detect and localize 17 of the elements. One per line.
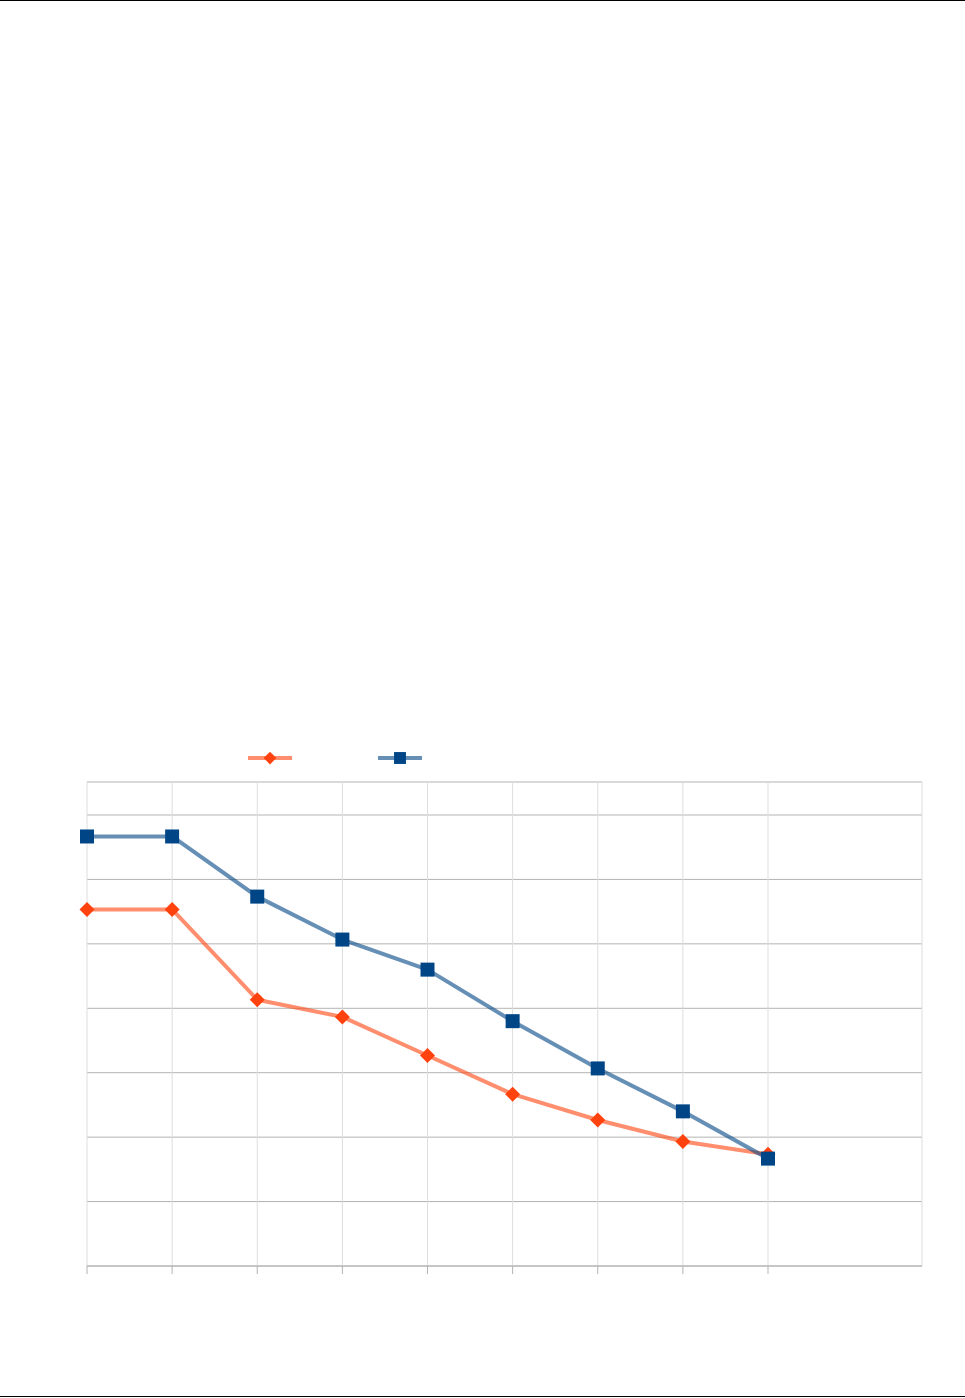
point <box>249 992 265 1008</box>
point <box>505 1014 520 1029</box>
point <box>164 902 180 917</box>
point <box>335 932 350 947</box>
point <box>675 1104 690 1119</box>
point <box>250 889 265 904</box>
point <box>761 1151 775 1166</box>
point <box>165 829 180 844</box>
point <box>420 1048 435 1064</box>
point <box>334 1009 350 1025</box>
point <box>79 902 95 917</box>
point <box>675 1133 691 1149</box>
point <box>590 1112 606 1128</box>
point <box>80 829 94 844</box>
point <box>505 1086 521 1102</box>
point <box>420 962 435 977</box>
point <box>590 1061 605 1076</box>
